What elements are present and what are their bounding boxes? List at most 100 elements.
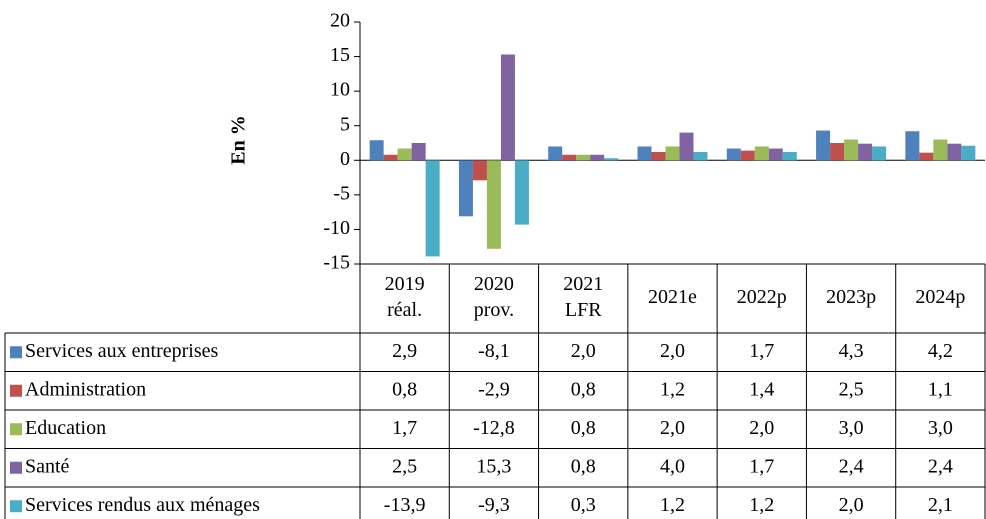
bar: [961, 145, 976, 161]
bar: [679, 132, 694, 161]
bar: [397, 148, 412, 161]
legend-label: Services rendus aux ménages: [25, 494, 260, 516]
bar: [919, 152, 934, 161]
data-label: 1,7: [749, 455, 774, 477]
data-label: 1,4: [749, 378, 774, 400]
data-label: 1,2: [660, 378, 685, 400]
bar: [782, 151, 797, 161]
bar: [486, 160, 501, 249]
bar: [637, 146, 652, 161]
data-label: 2,0: [571, 340, 596, 362]
data-label: -13,9: [384, 494, 426, 516]
legend-label: Administration: [25, 378, 146, 400]
legend-label: Services aux entreprises: [25, 340, 218, 362]
data-label: 1,1: [928, 378, 953, 400]
bar: [740, 150, 755, 161]
legend-swatch: [10, 423, 22, 436]
data-label: 2,4: [928, 455, 953, 477]
data-label: 1,2: [749, 494, 774, 516]
bar: [458, 160, 473, 217]
bar: [754, 146, 769, 161]
data-label: -12,8: [473, 417, 515, 439]
x-tick-label: 2021: [563, 273, 603, 295]
y-tick-label: -15: [323, 252, 350, 274]
data-label: 4,3: [839, 340, 864, 362]
x-tick-label: 2024p: [915, 286, 965, 308]
bar: [472, 160, 487, 181]
bar: [830, 143, 845, 161]
y-tick-label: -5: [333, 182, 350, 204]
data-label: 2,0: [660, 417, 685, 439]
data-label: 4,2: [928, 340, 953, 362]
data-label: 2,5: [839, 378, 864, 400]
x-tick-label: 2022p: [737, 286, 787, 308]
data-label: 3,0: [928, 417, 953, 439]
data-label: 0,3: [571, 494, 596, 516]
bar: [726, 148, 741, 161]
data-label: 3,0: [839, 417, 864, 439]
bar: [590, 154, 605, 161]
y-tick-label: -10: [323, 217, 350, 239]
bar: [369, 140, 384, 161]
x-tick-label: prov.: [474, 299, 514, 321]
x-tick-label: 2021e: [648, 286, 697, 308]
data-label: 1,7: [749, 340, 774, 362]
bar: [383, 154, 398, 161]
legend-label: Santé: [25, 455, 70, 477]
bar: [576, 154, 591, 161]
bar: [604, 158, 619, 161]
data-label: 0,8: [392, 378, 417, 400]
bar: [858, 143, 873, 161]
bar: [548, 146, 563, 161]
y-axis-label: En %: [228, 115, 250, 164]
legend-swatch: [10, 384, 22, 397]
x-tick-label: 2020: [474, 273, 514, 295]
data-label: 2,0: [660, 340, 685, 362]
bar: [665, 146, 680, 161]
bar: [844, 139, 859, 161]
bar: [562, 154, 577, 161]
data-label: 2,0: [839, 494, 864, 516]
bar: [425, 160, 440, 257]
x-tick-label: réal.: [387, 299, 422, 321]
data-label: 15,3: [476, 455, 511, 477]
data-label: 2,9: [392, 340, 417, 362]
data-label: 2,5: [392, 455, 417, 477]
bar: [411, 143, 426, 161]
bar: [947, 143, 962, 161]
legend-swatch: [10, 461, 22, 474]
bar: [816, 130, 831, 161]
y-tick-label: 15: [330, 44, 350, 66]
data-label: -8,1: [478, 340, 510, 362]
data-label: 0,8: [571, 417, 596, 439]
data-label: 0,8: [571, 378, 596, 400]
x-tick-label: 2019: [385, 273, 425, 295]
x-tick-label: 2023p: [826, 286, 876, 308]
data-label: 1,7: [392, 417, 417, 439]
data-label: 0,8: [571, 455, 596, 477]
data-label: -9,3: [478, 494, 510, 516]
y-tick-label: 10: [330, 79, 350, 101]
legend-swatch: [10, 500, 22, 513]
legend-swatch: [10, 346, 22, 359]
bar: [768, 148, 783, 161]
bar: [905, 131, 920, 161]
bar: [693, 151, 708, 161]
bar: [933, 139, 948, 161]
legend-label: Education: [25, 417, 106, 439]
bar: [872, 146, 887, 161]
bar: [651, 151, 666, 161]
y-tick-label: 5: [340, 113, 350, 135]
data-label: 2,0: [749, 417, 774, 439]
y-tick-label: 0: [340, 148, 350, 170]
bar: [514, 160, 529, 225]
data-label: 1,2: [660, 494, 685, 516]
bar: [500, 54, 515, 161]
x-tick-label: LFR: [565, 299, 602, 321]
data-label: 2,1: [928, 494, 953, 516]
y-tick-label: 20: [330, 10, 350, 32]
data-label: -2,9: [478, 378, 510, 400]
data-label: 4,0: [660, 455, 685, 477]
data-label: 2,4: [839, 455, 864, 477]
